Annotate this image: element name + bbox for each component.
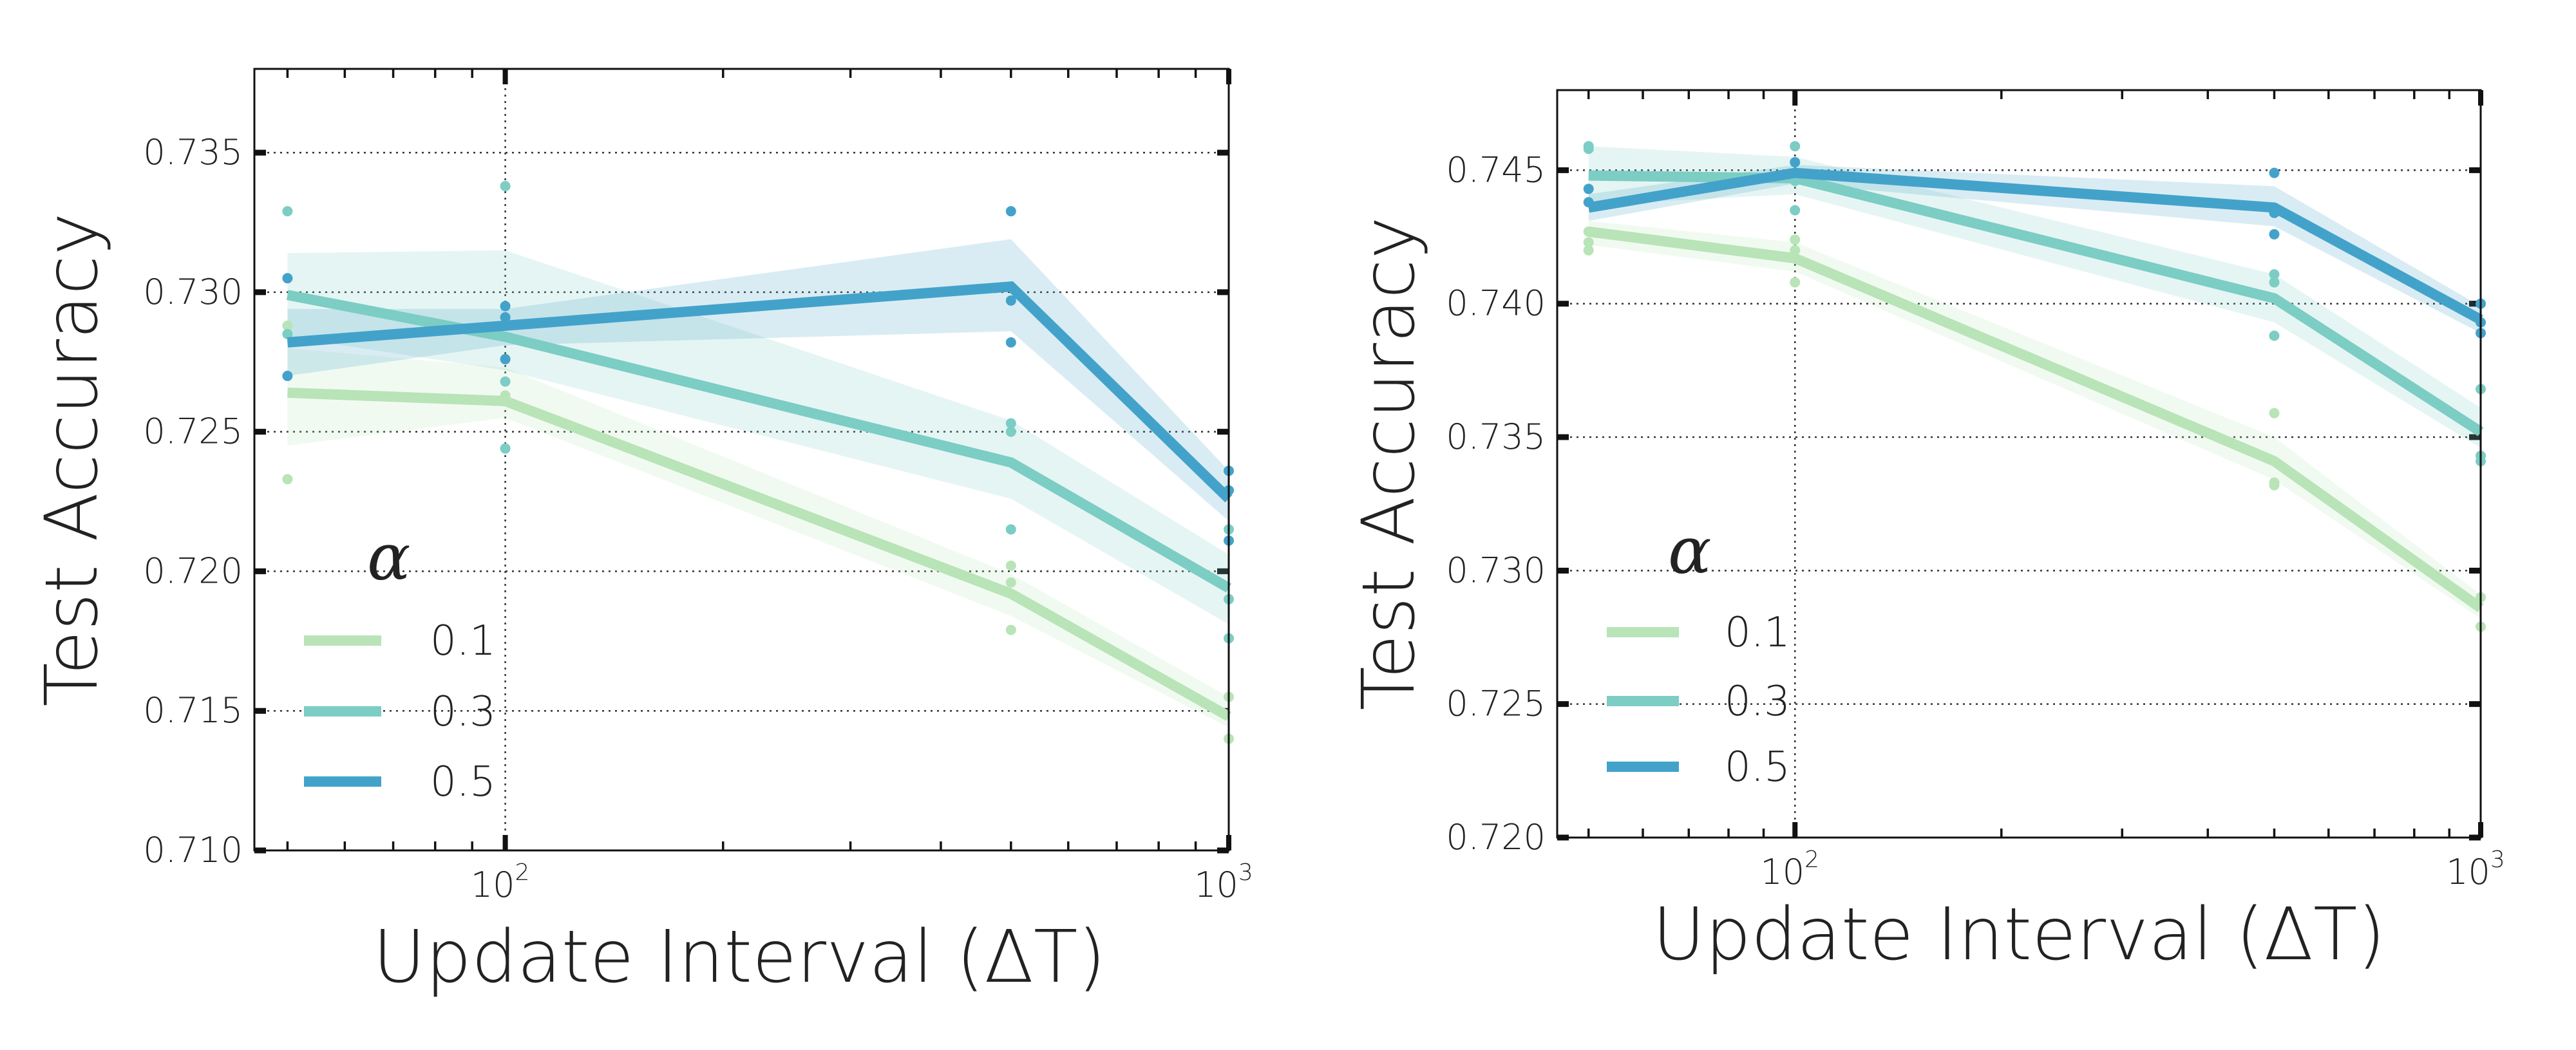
confidence-band-0.1: [287, 348, 1229, 728]
confidence-band-0.5: [287, 239, 1229, 521]
plot-frame: [1556, 89, 2482, 839]
data-point-0.5: [1005, 206, 1016, 217]
x-tick-exponent: 3: [1238, 859, 1253, 886]
y-axis-label: Test Accuracy: [1347, 216, 1431, 710]
data-point-0.1: [1583, 237, 1594, 248]
data-point-0.1: [1790, 234, 1801, 245]
x-tick-base: 10: [1760, 852, 1804, 892]
data-point-0.1: [282, 474, 293, 485]
data-point-0.3: [2269, 330, 2280, 341]
x-tick-exponent: 2: [1804, 847, 1819, 873]
data-point-0.3: [1790, 141, 1801, 152]
x-tick-label: 103: [2446, 847, 2505, 892]
data-point-0.1: [1005, 577, 1016, 588]
x-tick-label: 102: [471, 859, 530, 905]
legend-label: 0.3: [1725, 678, 1790, 726]
data-point-0.3: [1790, 205, 1801, 216]
y-tick-label: 0.715: [143, 690, 243, 731]
y-tick-label: 0.735: [1446, 417, 1546, 457]
data-point-0.1: [1790, 277, 1801, 288]
data-point-0.5: [500, 301, 511, 312]
data-point-0.1: [1005, 560, 1016, 571]
y-tick-label: 0.725: [1446, 684, 1546, 724]
series-line-0.3: [286, 290, 1231, 593]
legend-label: 0.5: [1725, 744, 1790, 791]
legend-label: 0.5: [430, 758, 496, 806]
data-point-0.5: [500, 312, 511, 323]
data-point-0.3: [282, 328, 293, 339]
series-line-0.3: [1588, 170, 2484, 436]
data-point-0.3: [500, 443, 511, 454]
data-point-0.3: [1005, 418, 1016, 429]
series-line-0.5: [287, 281, 1233, 503]
y-tick-label: 0.730: [143, 272, 243, 312]
y-axis-label: Test Accuracy: [30, 212, 114, 706]
data-point-0.5: [1005, 337, 1016, 348]
data-point-0.1: [282, 320, 293, 331]
data-point-0.3: [1005, 426, 1016, 437]
y-tick-label: 0.735: [143, 132, 243, 173]
data-point-0.5: [282, 370, 293, 381]
confidence-band-0.1: [1588, 221, 2481, 619]
x-axis-label: Update Interval (ΔT): [373, 915, 1106, 999]
y-tick-label: 0.720: [143, 550, 243, 591]
data-point-0.1: [2269, 408, 2280, 418]
x-axis-label: Update Interval (ΔT): [1653, 893, 2385, 977]
series-line-0.5: [1587, 167, 2483, 324]
y-tick-label: 0.725: [143, 411, 243, 452]
x-tick-exponent: 3: [2490, 847, 2505, 873]
data-point-0.5: [1005, 295, 1016, 306]
data-point-0.5: [500, 353, 511, 364]
data-point-0.3: [282, 206, 293, 217]
x-tick-base: 10: [471, 865, 515, 905]
plot-frame: [253, 68, 1230, 852]
legend-title: α: [1668, 513, 1712, 588]
data-point-0.1: [1005, 624, 1016, 635]
x-tick-label: 102: [1760, 847, 1819, 892]
data-point-0.1: [2269, 480, 2280, 491]
data-point-0.5: [1790, 156, 1801, 167]
x-tick-base: 10: [2446, 852, 2490, 892]
x-tick-base: 10: [1194, 865, 1238, 905]
data-point-0.3: [1583, 144, 1594, 155]
y-tick-label: 0.740: [1446, 283, 1546, 324]
series-line-0.1: [287, 387, 1231, 721]
data-point-0.5: [2269, 167, 2280, 178]
data-point-0.3: [1005, 524, 1016, 535]
data-point-0.3: [2269, 269, 2280, 280]
x-tick-label: 103: [1194, 859, 1253, 905]
y-tick-label: 0.720: [1446, 817, 1546, 858]
legend-title: α: [367, 520, 411, 595]
legend-label: 0.1: [1725, 609, 1790, 657]
legend-label: 0.3: [430, 688, 496, 736]
data-point-0.5: [2269, 229, 2280, 239]
legend-label: 0.1: [430, 617, 496, 665]
data-point-0.3: [500, 181, 511, 192]
data-point-0.5: [282, 273, 293, 284]
series-line-0.1: [1587, 226, 2484, 612]
data-point-0.1: [1583, 245, 1594, 256]
x-tick-exponent: 2: [515, 859, 529, 886]
y-tick-label: 0.710: [143, 830, 243, 870]
data-point-0.5: [1583, 183, 1594, 194]
data-point-0.3: [500, 376, 511, 387]
data-point-0.3: [2269, 277, 2280, 288]
y-tick-label: 0.730: [1446, 550, 1546, 590]
y-tick-label: 0.745: [1446, 149, 1546, 190]
